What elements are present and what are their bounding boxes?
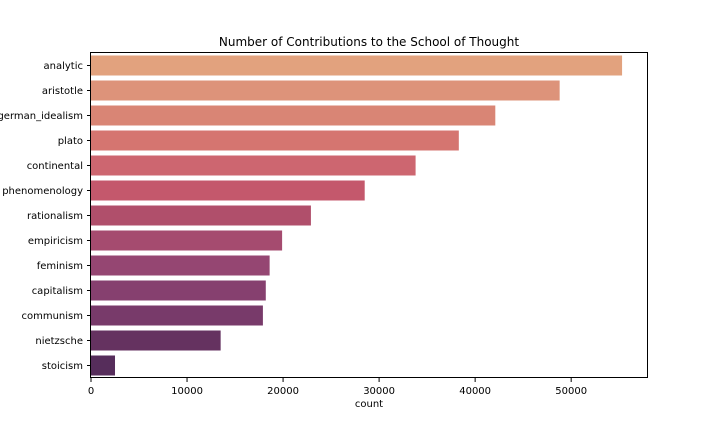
y-tick-label-capitalism: capitalism xyxy=(32,286,83,297)
y-tick-label-plato: plato xyxy=(58,136,83,147)
bar-analytic xyxy=(91,55,623,76)
plot-frame xyxy=(90,52,648,378)
y-tick-label-rationalism: rationalism xyxy=(27,211,83,222)
bar-nietzsche xyxy=(91,330,221,351)
bar-aristotle xyxy=(91,80,560,101)
y-tick-label-communism: communism xyxy=(21,311,83,322)
bar-empiricism xyxy=(91,230,283,251)
bar-plato xyxy=(91,130,459,151)
x-tick-label-40000: 40000 xyxy=(459,386,491,397)
x-tick-label-20000: 20000 xyxy=(267,386,299,397)
bar-communism xyxy=(91,305,263,326)
y-tick-label-continental: continental xyxy=(27,161,83,172)
x-tick-label-30000: 30000 xyxy=(363,386,395,397)
y-tick-label-empiricism: empiricism xyxy=(28,236,83,247)
bars-group xyxy=(91,55,623,376)
x-tick-label-0: 0 xyxy=(88,386,94,397)
bar-german_idealism xyxy=(91,105,496,126)
bar-feminism xyxy=(91,255,270,276)
bar-phenomenology xyxy=(91,180,365,201)
y-tick-label-nietzsche: nietzsche xyxy=(35,336,83,347)
bar-rationalism xyxy=(91,205,311,226)
x-tick-label-10000: 10000 xyxy=(171,386,203,397)
bar-capitalism xyxy=(91,280,266,301)
x-axis-label: count xyxy=(355,399,383,410)
x-tick-labels: 0 10000 20000 30000 40000 50000 xyxy=(88,378,587,397)
chart-title: Number of Contributions to the School of… xyxy=(219,35,519,49)
y-tick-label-feminism: feminism xyxy=(37,261,83,272)
y-tick-label-german_idealism: german_idealism xyxy=(0,111,83,122)
y-tick-label-phenomenology: phenomenology xyxy=(2,186,83,197)
y-tick-label-aristotle: aristotle xyxy=(42,86,83,97)
bar-stoicism xyxy=(91,355,116,376)
y-tick-label-stoicism: stoicism xyxy=(42,361,83,372)
bar-continental xyxy=(91,155,416,176)
x-tick-label-50000: 50000 xyxy=(555,386,587,397)
y-tick-label-analytic: analytic xyxy=(44,61,84,72)
